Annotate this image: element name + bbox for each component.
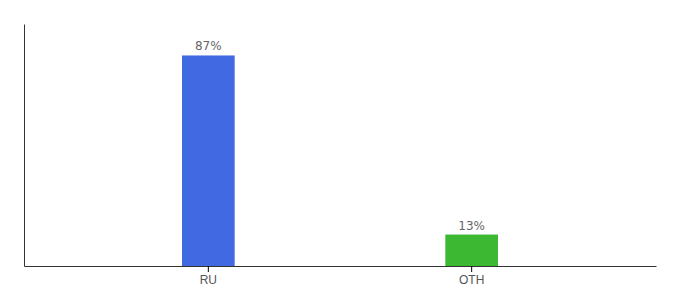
data-label: 13% — [458, 219, 485, 233]
bar — [445, 235, 498, 266]
plot-area: RU OTH 87% 13% — [25, 25, 657, 287]
y-axis — [24, 25, 25, 267]
x-axis-line — [25, 266, 657, 267]
x-tick-mark — [208, 266, 209, 272]
data-labels: 87% 13% — [195, 39, 485, 232]
bar — [182, 55, 235, 266]
y-axis-line — [24, 25, 25, 267]
x-tick-label: OTH — [459, 273, 484, 287]
x-tick: RU — [200, 266, 217, 287]
chart-container: RU OTH 87% 13% — [0, 0, 680, 300]
x-tick-mark — [471, 266, 472, 272]
x-tick: OTH — [459, 266, 484, 287]
chart-svg: RU OTH 87% 13% — [0, 0, 680, 300]
x-tick-label: RU — [200, 273, 217, 287]
x-axis: RU OTH — [25, 266, 657, 287]
bars — [182, 55, 498, 266]
data-label: 87% — [195, 39, 222, 53]
